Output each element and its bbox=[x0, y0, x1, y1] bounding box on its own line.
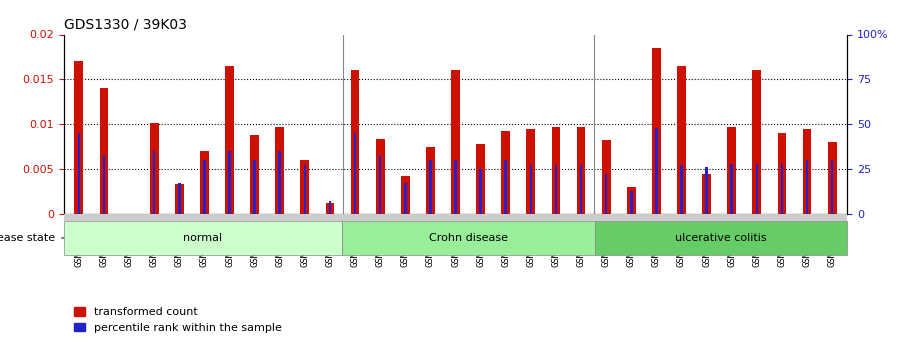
Bar bbox=[529, 166, 532, 214]
Bar bbox=[677, 66, 686, 214]
Bar bbox=[451, 70, 460, 214]
Bar bbox=[426, 147, 435, 214]
Bar bbox=[375, 139, 384, 214]
Bar bbox=[228, 151, 230, 214]
Bar bbox=[630, 190, 632, 214]
Bar bbox=[379, 157, 382, 214]
Bar bbox=[301, 160, 309, 214]
Bar bbox=[279, 151, 281, 214]
Bar bbox=[605, 175, 608, 214]
Bar bbox=[329, 201, 332, 214]
Bar bbox=[702, 174, 711, 214]
Bar bbox=[577, 127, 586, 214]
Bar bbox=[602, 140, 610, 214]
Text: GDS1330 / 39K03: GDS1330 / 39K03 bbox=[64, 18, 187, 32]
Bar bbox=[203, 160, 206, 214]
Text: normal: normal bbox=[183, 233, 222, 243]
Bar bbox=[455, 160, 456, 214]
Bar bbox=[429, 160, 432, 214]
Bar bbox=[479, 169, 482, 214]
Bar bbox=[781, 164, 783, 214]
Bar bbox=[705, 167, 708, 214]
Bar bbox=[103, 155, 106, 214]
Bar bbox=[253, 160, 256, 214]
Bar bbox=[99, 88, 108, 214]
Bar bbox=[778, 133, 786, 214]
Bar bbox=[727, 127, 736, 214]
Bar bbox=[655, 128, 658, 214]
Bar bbox=[755, 164, 758, 214]
Bar bbox=[803, 129, 812, 214]
Bar bbox=[752, 70, 762, 214]
Bar bbox=[251, 135, 259, 214]
Text: Crohn disease: Crohn disease bbox=[429, 233, 507, 243]
Bar bbox=[325, 203, 334, 214]
Bar bbox=[731, 164, 733, 214]
Bar bbox=[351, 70, 360, 214]
Bar bbox=[652, 48, 660, 214]
Text: disease state: disease state bbox=[0, 233, 55, 243]
Bar bbox=[831, 160, 834, 214]
Bar bbox=[501, 131, 510, 214]
Bar bbox=[627, 187, 636, 214]
Bar bbox=[579, 166, 582, 214]
Bar bbox=[178, 184, 180, 214]
Bar bbox=[527, 129, 536, 214]
Bar bbox=[505, 160, 507, 214]
Bar bbox=[551, 127, 560, 214]
Bar bbox=[175, 184, 184, 214]
Bar bbox=[828, 142, 836, 214]
Bar bbox=[805, 160, 808, 214]
Bar bbox=[401, 176, 410, 214]
Bar bbox=[149, 123, 159, 214]
Bar bbox=[200, 151, 209, 214]
Bar bbox=[555, 166, 558, 214]
Bar bbox=[275, 127, 284, 214]
Bar bbox=[225, 66, 234, 214]
Bar bbox=[353, 133, 356, 214]
Bar bbox=[153, 151, 156, 214]
Legend: transformed count, percentile rank within the sample: transformed count, percentile rank withi… bbox=[69, 303, 286, 337]
Bar bbox=[303, 166, 306, 214]
Bar bbox=[681, 166, 683, 214]
Text: ulcerative colitis: ulcerative colitis bbox=[675, 233, 767, 243]
Bar bbox=[75, 61, 83, 214]
Bar bbox=[404, 184, 406, 214]
Bar bbox=[77, 133, 80, 214]
Bar bbox=[476, 144, 485, 214]
